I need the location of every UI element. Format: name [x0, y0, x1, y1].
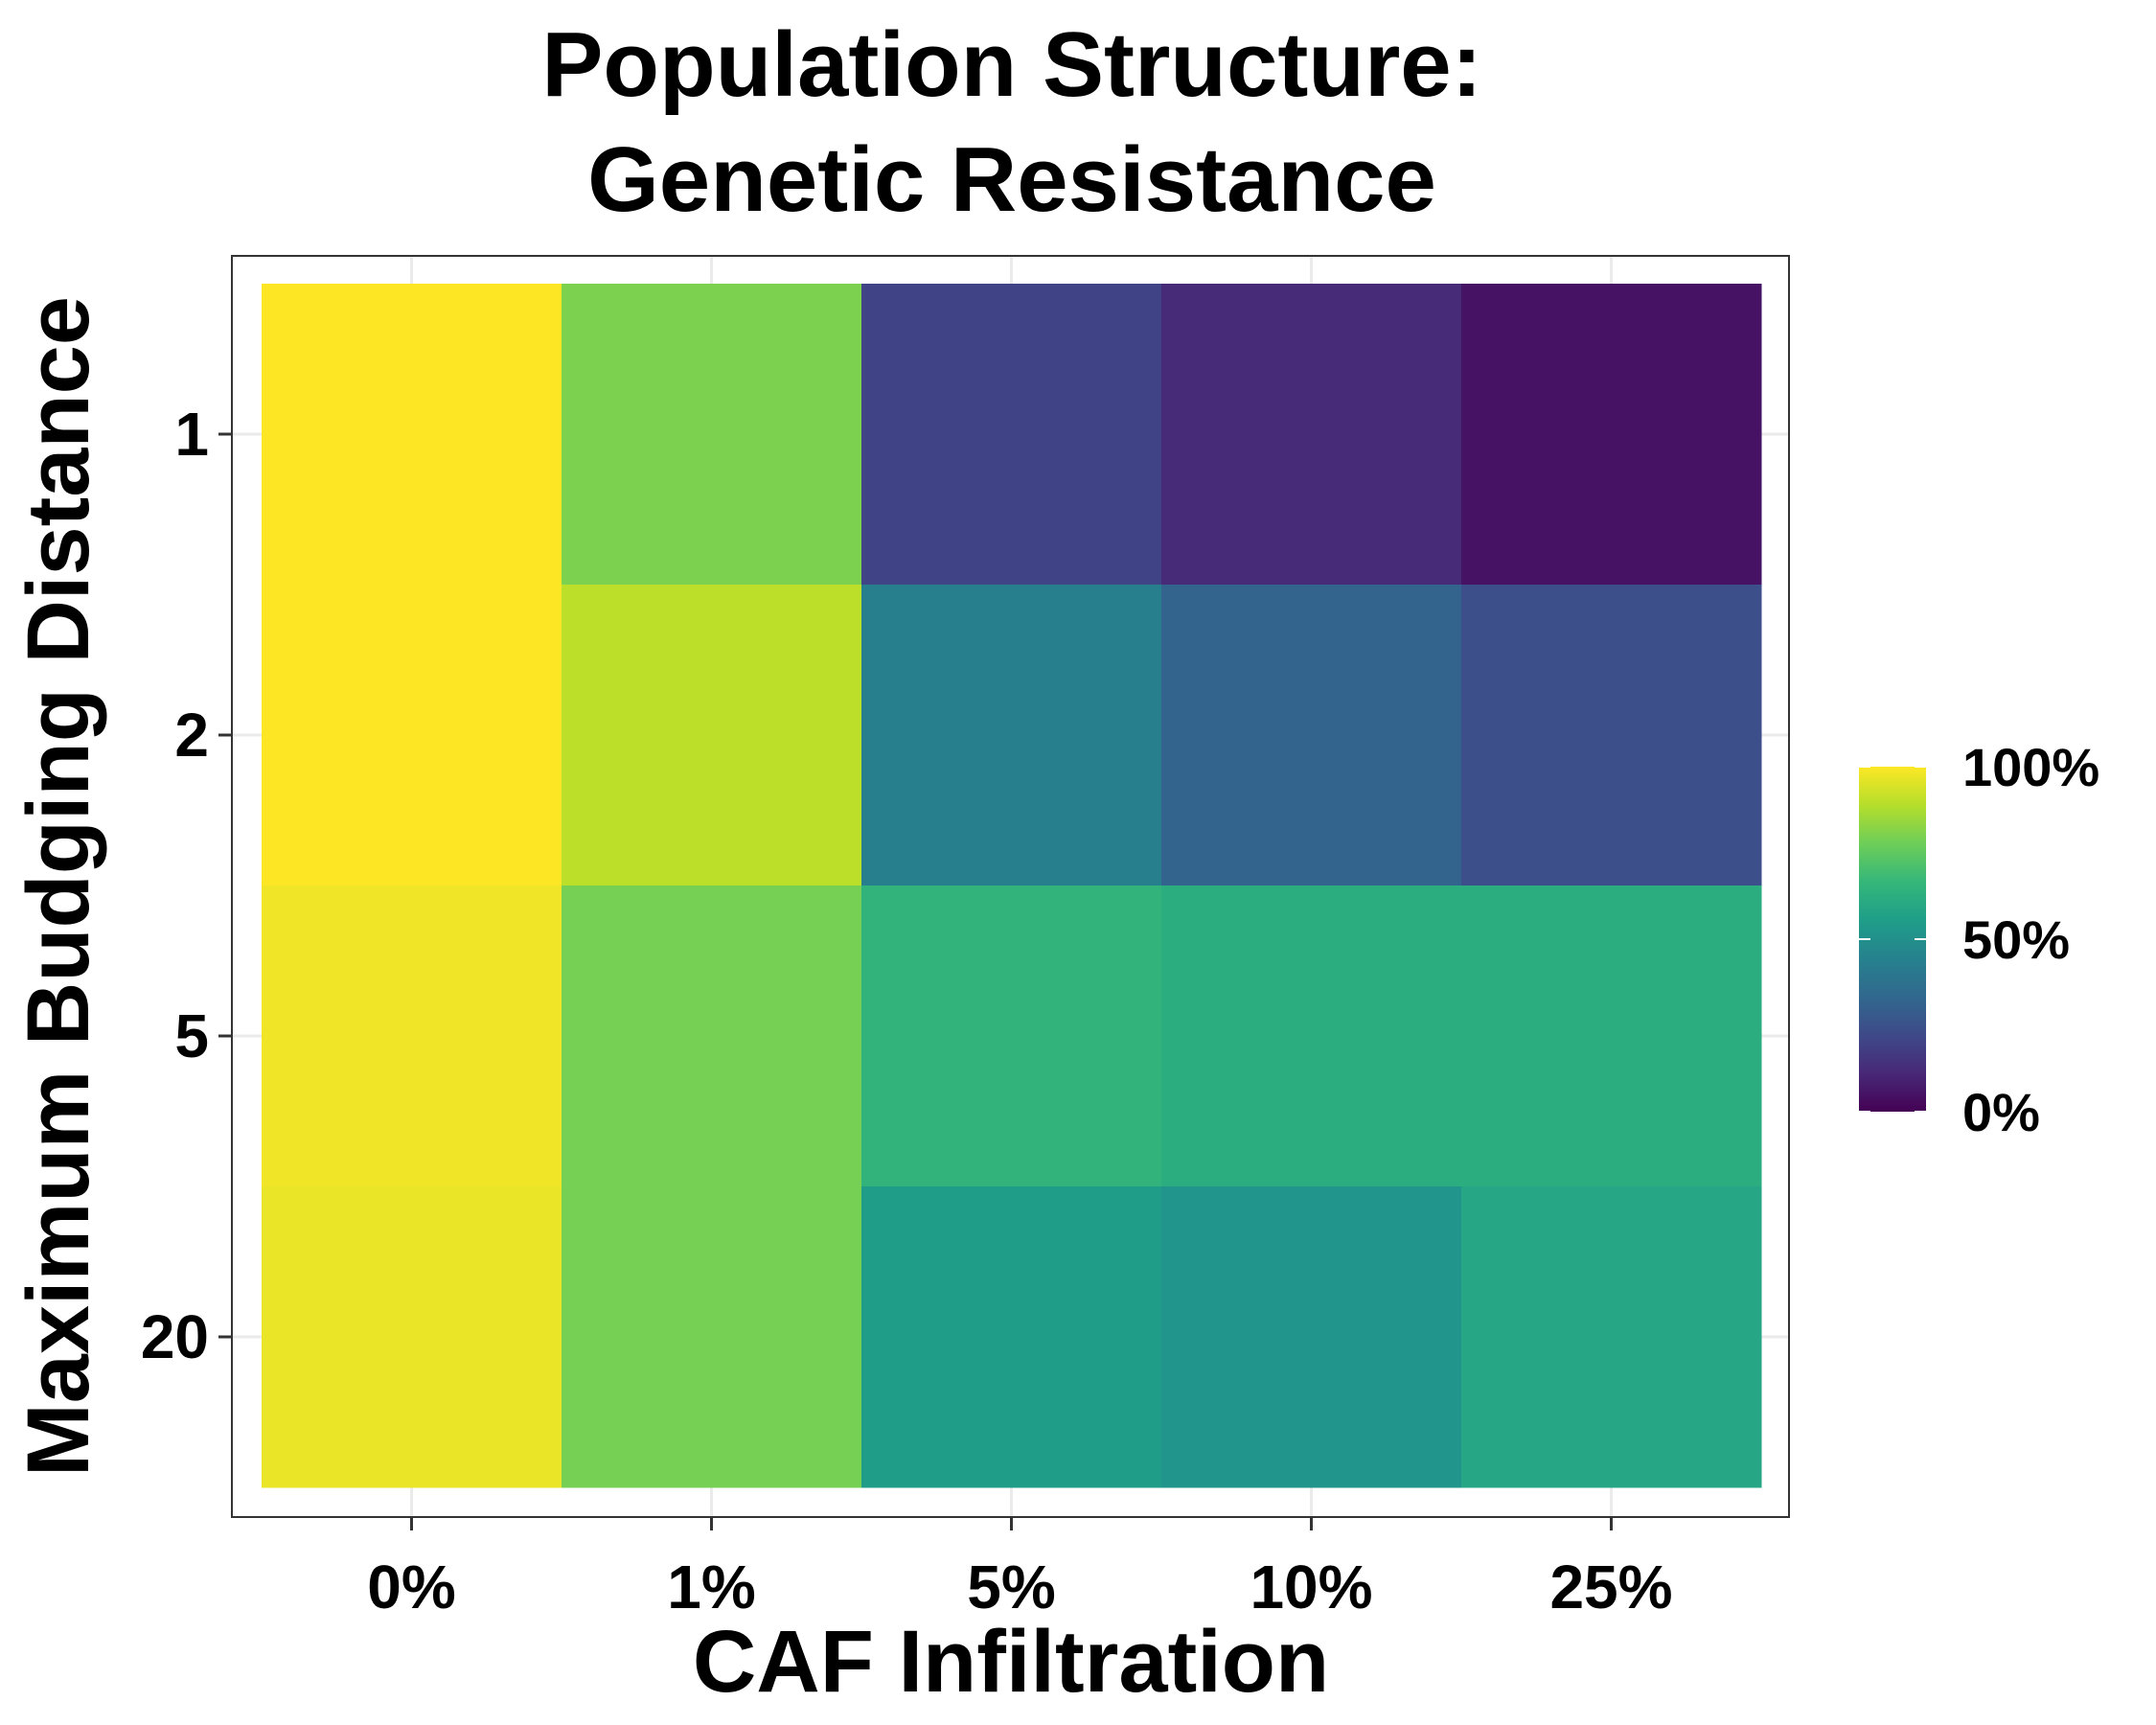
y-axis-ticks: 1 2 5 20 [141, 400, 232, 1371]
heatmap-cell [562, 1186, 862, 1488]
heatmap-cell [262, 886, 562, 1187]
heatmap-tiles [262, 284, 1762, 1488]
legend-tick-label: 100% [1962, 737, 2099, 797]
x-axis-ticks: 0% 1% 5% 10% 25% [367, 1517, 1673, 1622]
x-tick-label: 0% [367, 1552, 456, 1622]
x-tick-label: 1% [667, 1552, 756, 1622]
y-axis-title: Maximum Budging Distance [10, 296, 107, 1477]
heatmap-cell [262, 585, 562, 886]
color-legend: 100% 50% 0% [1859, 737, 2099, 1142]
heatmap-cell [861, 585, 1162, 886]
chart-title-line-2: Genetic Resistance [587, 128, 1436, 231]
heatmap-cell [1461, 585, 1762, 886]
x-axis-title: CAF Infiltration [693, 1613, 1329, 1711]
heatmap-cell [1161, 886, 1462, 1187]
y-tick-label: 5 [174, 1001, 209, 1070]
heatmap-cell [1461, 284, 1762, 586]
heatmap-cell [1161, 284, 1462, 586]
y-tick-label: 2 [174, 701, 209, 770]
heatmap-cell [1161, 585, 1462, 886]
x-tick-label: 5% [967, 1552, 1056, 1622]
heatmap-cell [861, 284, 1162, 586]
legend-tick-label: 50% [1962, 909, 2070, 970]
y-tick-label: 20 [141, 1302, 209, 1371]
x-tick-label: 10% [1250, 1552, 1372, 1622]
x-tick-label: 25% [1549, 1552, 1672, 1622]
legend-tick-label: 0% [1962, 1082, 2040, 1142]
y-tick-label: 1 [174, 400, 209, 469]
heatmap-cell [262, 1186, 562, 1488]
chart-title-line-1: Population Structure: [541, 13, 1481, 116]
heatmap-cell [861, 1186, 1162, 1488]
heatmap-cell [562, 284, 862, 586]
heatmap-cell [1461, 886, 1762, 1187]
heatmap-cell [1461, 1186, 1762, 1488]
heatmap-cell [562, 585, 862, 886]
heatmap-cell [262, 284, 562, 586]
chart-title: Population Structure: Genetic Resistance [541, 13, 1481, 231]
heatmap-cell [861, 886, 1162, 1187]
heatmap-cell [1161, 1186, 1462, 1488]
heatmap-cell [562, 886, 862, 1187]
